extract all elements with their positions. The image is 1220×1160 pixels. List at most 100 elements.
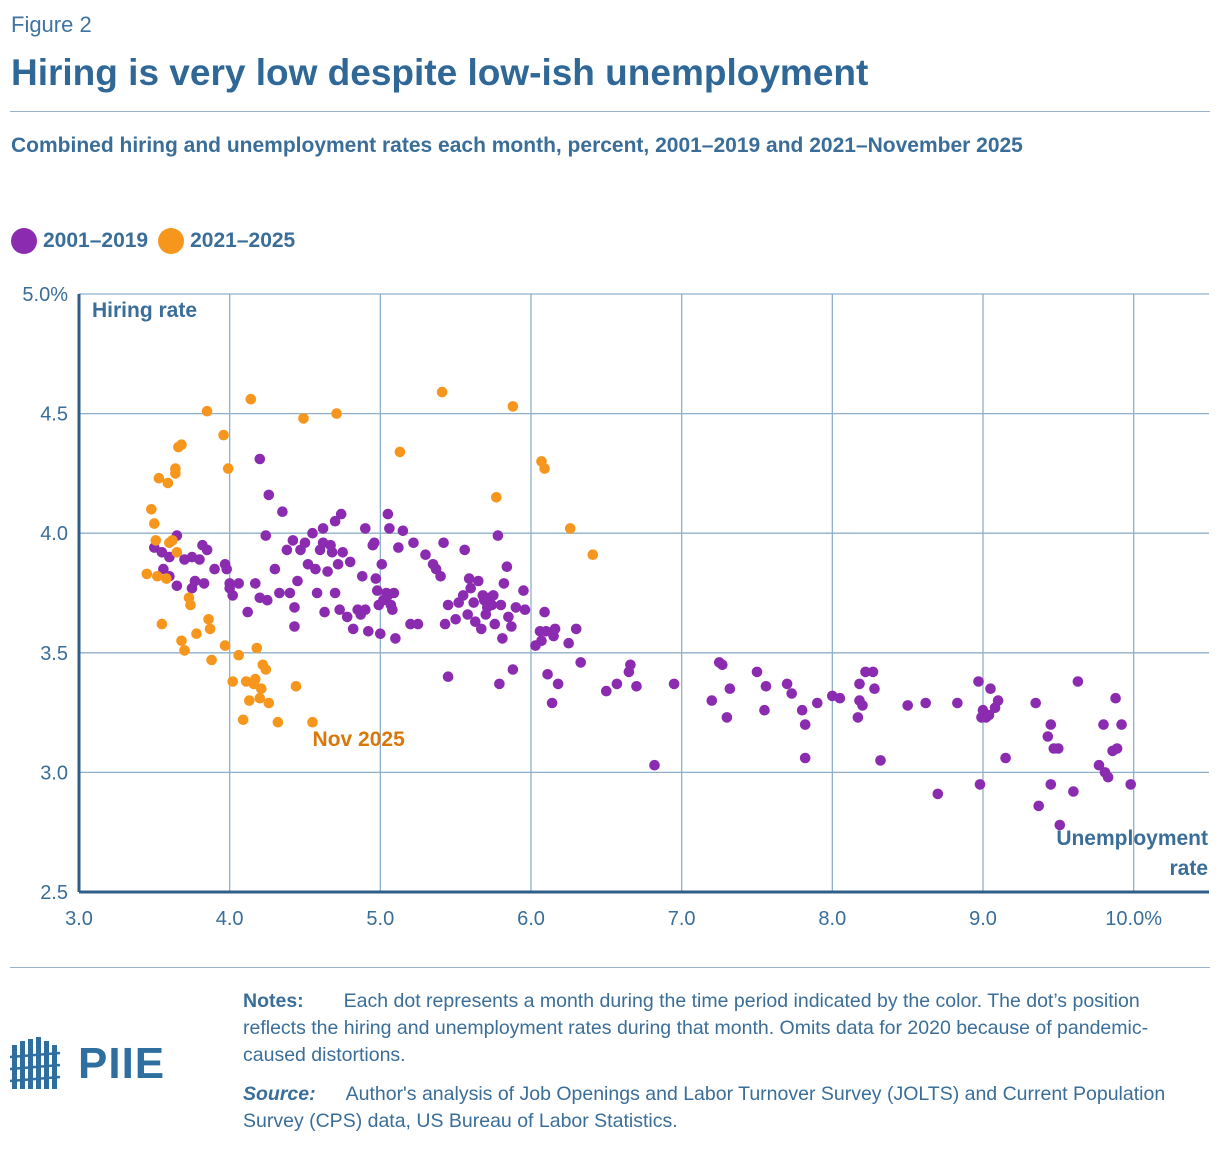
data-point-2001-2019	[867, 666, 879, 678]
data-point-2001-2019	[341, 611, 353, 623]
data-point-2001-2019	[649, 759, 660, 771]
data-point-2021-2025	[167, 535, 178, 546]
data-point-2001-2019	[494, 678, 505, 690]
data-point-2001-2019	[570, 623, 582, 635]
data-point-2001-2019	[503, 611, 514, 623]
data-point-2001-2019	[269, 563, 281, 575]
data-point-2001-2019	[857, 700, 868, 711]
data-point-2001-2019	[1045, 779, 1057, 790]
data-point-2001-2019	[468, 597, 480, 608]
x-tick-label: 7.0	[668, 908, 696, 930]
data-point-2001-2019	[463, 573, 475, 584]
y-tick-label: 4.5	[40, 404, 68, 426]
data-point-2001-2019	[156, 547, 168, 558]
data-point-2001-2019	[812, 697, 823, 709]
data-point-2021-2025	[156, 618, 168, 630]
data-point-2001-2019	[536, 635, 547, 647]
data-point-2001-2019	[992, 695, 1004, 706]
data-point-2001-2019	[372, 585, 383, 596]
data-point-2001-2019	[250, 578, 261, 589]
y-axis-label: Hiring rate	[92, 299, 197, 322]
data-point-2021-2025	[331, 408, 342, 419]
data-point-2001-2019	[518, 585, 529, 596]
data-point-2001-2019	[510, 602, 522, 613]
data-point-2021-2025	[251, 642, 263, 654]
data-point-2001-2019	[201, 544, 213, 556]
data-point-2001-2019	[974, 779, 986, 790]
data-point-2001-2019	[1068, 786, 1079, 797]
y-tick-label: 2.5	[40, 882, 68, 904]
data-point-2001-2019	[706, 695, 718, 706]
data-point-2001-2019	[717, 659, 728, 671]
data-point-2001-2019	[198, 578, 210, 589]
data-point-2001-2019	[1098, 719, 1109, 730]
data-point-2021-2025	[272, 716, 284, 728]
data-point-2001-2019	[332, 559, 344, 570]
x-tick-label: 9.0	[969, 908, 997, 930]
notes-block: Notes: Each dot represents a month during…	[243, 988, 1203, 1135]
data-point-2001-2019	[546, 697, 558, 709]
data-point-2001-2019	[852, 712, 864, 723]
data-point-2001-2019	[171, 580, 183, 592]
data-point-2021-2025	[206, 654, 217, 666]
data-point-2001-2019	[322, 566, 333, 577]
data-point-2001-2019	[335, 508, 347, 520]
data-point-2001-2019	[457, 590, 469, 601]
data-point-2001-2019	[302, 559, 314, 570]
data-point-2001-2019	[329, 587, 341, 599]
legend-item-2001-2019: 2001–2019	[11, 228, 148, 254]
data-point-2001-2019	[552, 678, 564, 690]
data-point-2021-2025	[219, 640, 231, 651]
data-point-2001-2019	[289, 602, 300, 613]
data-point-2001-2019	[360, 604, 371, 615]
scatter-plot: 2.5 3.0 3.5 4.0 4.5 5.0% 3.0 4.0 5.0 6.0 7.0 8.0 9.0…	[22, 284, 1209, 930]
data-point-2001-2019	[360, 523, 371, 534]
data-point-2001-2019	[875, 755, 886, 766]
data-point-2021-2025	[290, 681, 302, 692]
data-point-2021-2025	[171, 547, 183, 558]
data-point-2001-2019	[388, 587, 400, 599]
data-point-2001-2019	[470, 616, 481, 627]
data-point-2021-2025	[263, 697, 275, 709]
data-point-2001-2019	[311, 587, 323, 599]
data-point-2021-2025	[436, 386, 448, 398]
y-tick-label: 5.0%	[22, 284, 68, 306]
data-point-2001-2019	[442, 599, 454, 611]
data-point-2001-2019	[625, 659, 636, 671]
data-point-2001-2019	[347, 623, 359, 635]
data-point-2001-2019	[189, 575, 201, 587]
source-paragraph: Source: Author's analysis of Job Openings…	[243, 1081, 1203, 1135]
x-tick-label: 10.0%	[1105, 908, 1162, 930]
data-point-2001-2019	[254, 453, 266, 465]
data-point-2001-2019	[542, 669, 553, 680]
data-point-2001-2019	[1000, 752, 1011, 764]
data-point-2021-2025	[222, 463, 234, 474]
data-point-2021-2025	[254, 692, 266, 704]
data-point-2001-2019	[405, 618, 416, 630]
data-point-2021-2025	[307, 716, 318, 728]
data-point-2021-2025	[161, 573, 172, 584]
data-point-2001-2019	[307, 527, 318, 539]
data-point-2021-2025	[255, 683, 267, 694]
data-point-2021-2025	[170, 463, 181, 474]
legend-swatch-2021-2025	[158, 228, 185, 254]
data-point-2021-2025	[176, 439, 187, 450]
data-point-2001-2019	[292, 575, 303, 587]
data-point-2021-2025	[507, 401, 519, 412]
data-point-2001-2019	[869, 683, 880, 694]
x-tick-label: 6.0	[517, 908, 545, 930]
data-point-2021-2025	[244, 695, 255, 706]
logo-text: PIIE	[78, 1039, 166, 1088]
data-point-2001-2019	[233, 578, 244, 589]
data-point-2021-2025	[204, 623, 216, 635]
data-point-2001-2019	[369, 537, 380, 549]
data-point-2001-2019	[668, 678, 680, 690]
source-label: Source:	[243, 1083, 316, 1105]
data-point-2001-2019	[1045, 719, 1057, 730]
data-point-2001-2019	[799, 752, 811, 764]
data-point-2001-2019	[376, 559, 388, 570]
data-point-2001-2019	[781, 678, 793, 690]
data-points	[141, 386, 1136, 831]
data-point-2001-2019	[319, 606, 330, 618]
footer-divider	[10, 967, 1210, 968]
